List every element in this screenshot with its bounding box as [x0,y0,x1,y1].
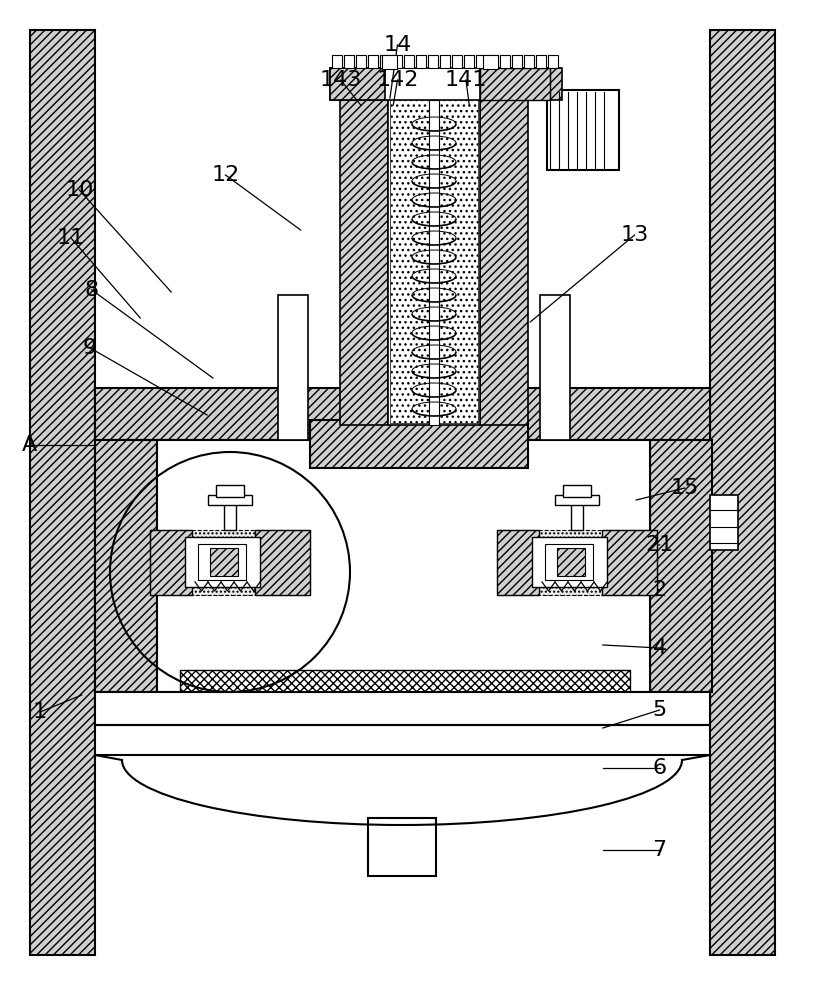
Bar [198,544,246,580]
Text: 141: 141 [445,70,487,90]
Bar [480,68,550,100]
Text: 5: 5 [652,700,667,720]
Bar [330,68,385,100]
Text: 12: 12 [211,165,240,185]
Text: 142: 142 [377,70,418,90]
Bar [255,530,310,595]
Bar [480,68,562,100]
Bar [278,295,308,440]
Bar [650,440,712,692]
Bar [547,90,619,170]
Bar [95,440,157,692]
Bar [602,530,657,595]
Bar [330,68,560,100]
Text: 15: 15 [671,478,699,498]
Bar [332,55,342,68]
Bar [380,55,390,68]
Text: 4: 4 [653,638,666,658]
Bar [512,55,522,68]
Bar [480,100,528,425]
Bar [428,55,438,68]
Bar [344,55,354,68]
Bar [476,55,486,68]
Bar [390,100,478,423]
Bar [483,55,498,69]
Text: 10: 10 [65,180,94,200]
Text: 14: 14 [383,35,412,55]
Bar [571,502,583,530]
Text: A: A [22,435,37,455]
Bar [532,537,607,587]
Bar [310,420,528,468]
Bar [388,100,480,425]
Bar [340,100,388,425]
Text: 8: 8 [85,280,99,300]
Bar [210,548,238,576]
Bar [536,55,546,68]
Bar [95,388,710,440]
Text: 1: 1 [33,702,47,722]
Bar [429,100,439,425]
Bar [368,55,378,68]
Bar [368,818,436,876]
Bar [356,55,366,68]
Bar [185,537,260,587]
Text: 6: 6 [653,758,666,778]
Text: 2: 2 [653,580,666,600]
Bar [497,530,657,595]
Bar [497,530,539,595]
Bar [30,30,95,955]
Bar [452,55,462,68]
Text: 11: 11 [57,228,85,248]
Bar [95,692,710,725]
Bar [157,440,650,692]
Bar [392,55,402,68]
Bar [224,502,236,530]
Bar [208,495,252,505]
Bar [500,55,510,68]
Bar [557,548,585,576]
Bar [555,495,599,505]
Bar [710,30,775,955]
Bar [488,55,498,68]
Bar [180,670,630,692]
Bar [440,55,450,68]
Text: 7: 7 [653,840,666,860]
Bar [464,55,474,68]
Bar [524,55,534,68]
Bar [150,530,192,595]
Bar [416,55,426,68]
Bar [710,495,738,550]
Bar [150,530,310,595]
Bar [404,55,414,68]
Text: 9: 9 [84,338,97,358]
Bar [382,55,397,69]
Bar [216,485,244,497]
Text: 13: 13 [620,225,649,245]
Bar [563,485,591,497]
Bar [540,295,570,440]
Text: 21: 21 [645,535,674,555]
Bar [548,55,558,68]
Bar [545,544,593,580]
Text: 143: 143 [320,70,362,90]
